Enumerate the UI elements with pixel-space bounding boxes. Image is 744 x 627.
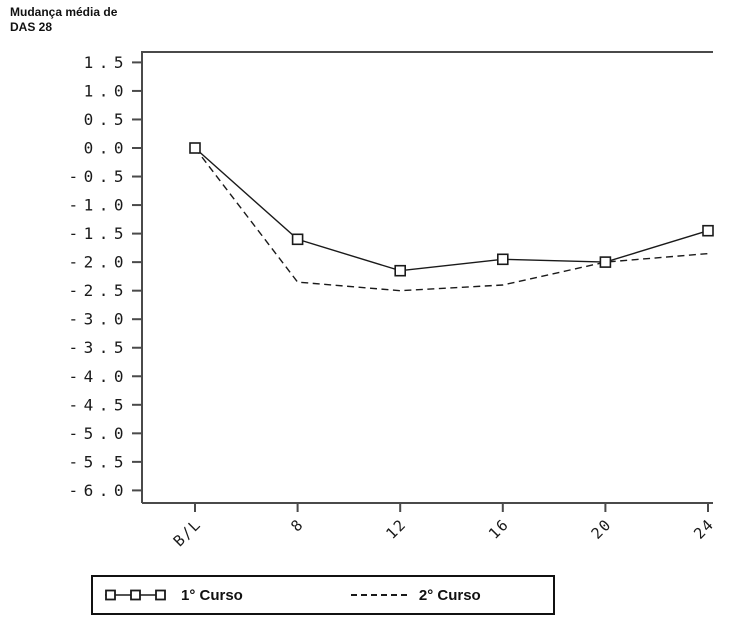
legend-entry-curso2: 2° Curso <box>350 586 481 604</box>
y-axis-tick-label: -3.0 <box>68 310 129 329</box>
chart-title-line1: Mudança média de <box>10 5 118 19</box>
series-1-marker <box>394 264 407 277</box>
series-1-marker <box>496 253 509 266</box>
series-2-line <box>194 147 709 292</box>
y-axis-tick-label: -4.0 <box>68 367 129 386</box>
y-axis-tick-label: -5.5 <box>68 452 129 471</box>
x-axis-tick-label: 16 <box>485 515 513 543</box>
y-axis-tick-label: 1.0 <box>84 81 129 100</box>
legend-label-curso2: 2° Curso <box>418 586 481 604</box>
x-axis-tick-label: B/L <box>170 515 205 550</box>
legend-label-curso1: 1° Curso <box>181 586 243 604</box>
series-1-marker <box>291 233 304 246</box>
plot-frame <box>141 51 713 503</box>
x-axis-tick-label: 24 <box>690 515 718 543</box>
y-axis-tick-label: -1.0 <box>68 196 129 215</box>
series-1-marker <box>702 224 714 237</box>
series-1-marker <box>189 142 201 154</box>
y-axis-tick-label: -6.0 <box>68 481 129 500</box>
y-axis-tick-label: -4.5 <box>68 395 129 414</box>
x-axis-tick-label: 20 <box>588 515 616 543</box>
legend-entry-curso1: 1° Curso <box>103 587 243 604</box>
das28-line-chart: 1.5 1.0 0.5 0.0 -0.5 -1.0 -1.5 -2.0 -2.5 -3.0 -3.5… <box>68 51 718 550</box>
solid-line-square-marker-sample <box>105 589 166 601</box>
y-axis-tick-label: 1.5 <box>84 53 129 72</box>
legend: 1° Curso 2° Curso <box>91 575 555 615</box>
x-axis-tick-label: 12 <box>382 515 410 543</box>
dashed-line-sample <box>350 594 407 596</box>
series-1-line <box>194 147 709 272</box>
y-axis-tick-label: 0.5 <box>84 110 129 129</box>
y-axis-tick-label: 0.0 <box>84 139 129 158</box>
y-axis-tick-label: -1.5 <box>68 224 129 243</box>
y-axis-tick-label: -5.0 <box>68 424 129 443</box>
y-axis-tick-label: -2.5 <box>68 281 129 300</box>
y-axis-tick-label: -0.5 <box>68 167 129 186</box>
y-axis-tick-label: -2.0 <box>68 253 129 272</box>
chart-title-line2: DAS 28 <box>10 20 53 34</box>
chart-title: Mudança média de DAS 28 <box>10 5 117 35</box>
series-1-marker <box>599 256 612 268</box>
x-axis-tick-label: 8 <box>287 515 307 535</box>
y-axis-tick-label: -3.5 <box>68 338 129 357</box>
